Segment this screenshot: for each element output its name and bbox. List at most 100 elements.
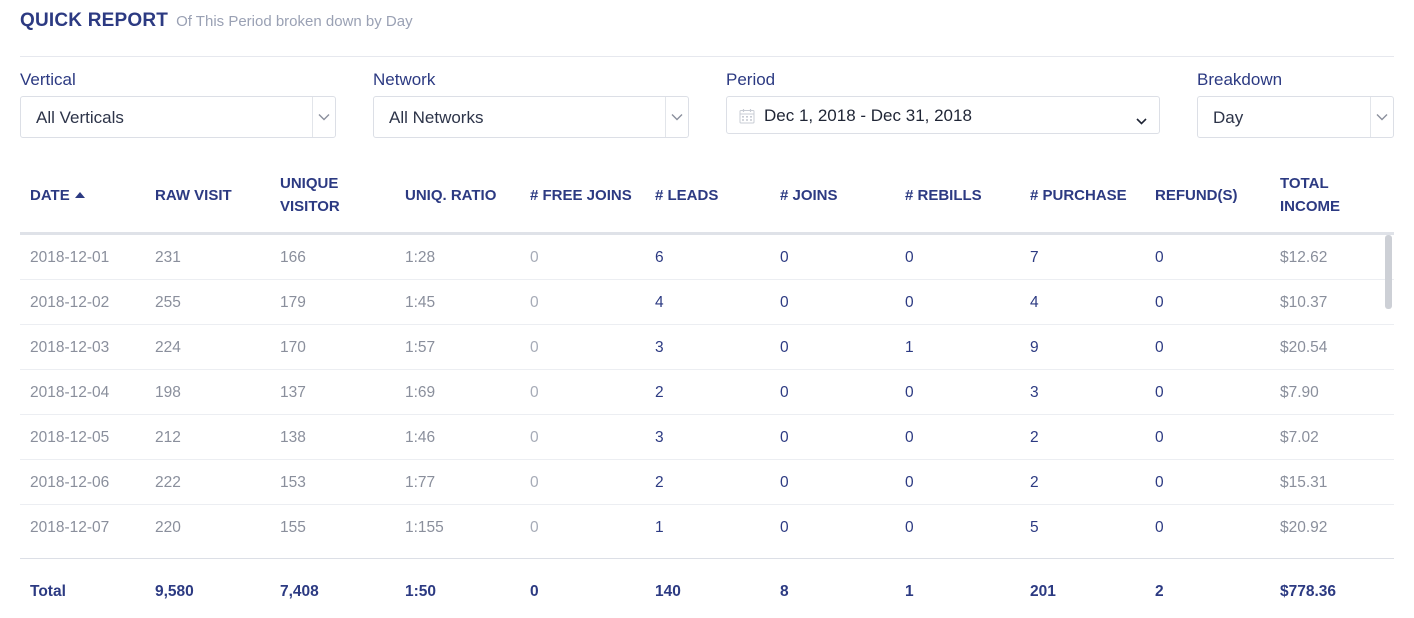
cell-joins: 0	[780, 384, 789, 401]
cell-leads: 1	[655, 519, 664, 536]
calendar-icon	[739, 108, 755, 129]
column-header-unique-visitor[interactable]: UNIQUE VISITOR	[280, 175, 340, 215]
total-unique-visitor: 7,408	[280, 583, 319, 600]
network-select-value: All Networks	[389, 108, 484, 127]
vertical-select[interactable]: All Verticals	[20, 96, 336, 138]
cell-leads: 2	[655, 474, 664, 491]
cell-free-joins: 0	[530, 429, 539, 446]
total-free-joins: 0	[530, 583, 539, 600]
table-header: DATE RAW VISIT UNIQUE VISITOR UNIQ. RATIO…	[20, 166, 1394, 224]
cell-joins: 0	[780, 474, 789, 491]
cell-raw-visit: 220	[155, 519, 181, 536]
header-divider	[20, 232, 1394, 235]
column-header-free-joins[interactable]: # FREE JOINS	[530, 186, 632, 204]
column-header-refunds[interactable]: REFUND(S)	[1155, 186, 1238, 204]
total-purchase: 201	[1030, 583, 1056, 600]
cell-rebills: 0	[905, 519, 914, 536]
chevron-down-icon[interactable]	[312, 97, 335, 137]
column-header-uniq-ratio[interactable]: UNIQ. RATIO	[405, 186, 497, 204]
cell-total-income: $20.54	[1280, 339, 1328, 356]
cell-free-joins: 0	[530, 339, 539, 356]
cell-rebills: 0	[905, 294, 914, 311]
cell-raw-visit: 231	[155, 249, 181, 266]
cell-purchase: 2	[1030, 474, 1039, 491]
period-picker[interactable]: Dec 1, 2018 - Dec 31, 2018	[726, 96, 1160, 134]
column-header-raw-visit[interactable]: RAW VISIT	[155, 186, 232, 204]
cell-uniq-ratio: 1:57	[405, 339, 436, 356]
table-body[interactable]: 2018-12-01 231 166 1:28 0 6 0 0 7 0 $12.…	[20, 235, 1394, 547]
column-header-leads[interactable]: # LEADS	[655, 186, 719, 204]
cell-free-joins: 0	[530, 519, 539, 536]
network-label: Network	[373, 70, 436, 89]
cell-raw-visit: 222	[155, 474, 181, 491]
table-row: 2018-12-05 212 138 1:46 0 3 0 0 2 0 $7.0…	[20, 415, 1394, 460]
cell-joins: 0	[780, 429, 789, 446]
cell-unique-visitor: 166	[280, 249, 306, 266]
cell-uniq-ratio: 1:69	[405, 384, 436, 401]
column-header-date[interactable]: DATE	[30, 166, 85, 224]
report-header: QUICK REPORT Of This Period broken down …	[20, 10, 413, 36]
cell-free-joins: 0	[530, 294, 539, 311]
cell-refunds: 0	[1155, 384, 1164, 401]
network-filter: Network All Networks	[373, 69, 689, 138]
breakdown-filter: Breakdown Day	[1197, 69, 1394, 138]
total-income: $778.36	[1280, 583, 1337, 600]
chevron-down-icon[interactable]	[1136, 112, 1147, 130]
chevron-down-icon[interactable]	[1370, 97, 1393, 137]
cell-purchase: 5	[1030, 519, 1039, 536]
cell-uniq-ratio: 1:155	[405, 519, 444, 536]
cell-purchase: 4	[1030, 294, 1039, 311]
cell-rebills: 0	[905, 474, 914, 491]
cell-date: 2018-12-06	[30, 474, 110, 491]
column-header-rebills[interactable]: # REBILLS	[905, 186, 982, 204]
table-row: 2018-12-04 198 137 1:69 0 2 0 0 3 0 $7.9…	[20, 370, 1394, 415]
cell-raw-visit: 255	[155, 294, 181, 311]
table-row: 2018-12-03 224 170 1:57 0 3 0 1 9 0 $20.…	[20, 325, 1394, 370]
period-value: Dec 1, 2018 - Dec 31, 2018	[764, 106, 972, 125]
cell-unique-visitor: 155	[280, 519, 306, 536]
table-row: 2018-12-07 220 155 1:155 0 1 0 0 5 0 $20…	[20, 505, 1394, 547]
cell-leads: 6	[655, 249, 664, 266]
column-header-purchase[interactable]: # PURCHASE	[1030, 186, 1127, 204]
period-label: Period	[726, 70, 776, 89]
column-header-joins[interactable]: # JOINS	[780, 186, 838, 204]
cell-leads: 3	[655, 339, 664, 356]
period-filter: Period Dec 1, 2018 - Dec 31, 2018	[726, 69, 1160, 134]
cell-total-income: $20.92	[1280, 519, 1328, 536]
chevron-down-icon[interactable]	[665, 97, 688, 137]
cell-purchase: 2	[1030, 429, 1039, 446]
cell-date: 2018-12-02	[30, 294, 110, 311]
vertical-filter: Vertical All Verticals	[20, 69, 336, 138]
cell-free-joins: 0	[530, 249, 539, 266]
cell-uniq-ratio: 1:77	[405, 474, 436, 491]
cell-rebills: 1	[905, 339, 914, 356]
table-row: 2018-12-02 255 179 1:45 0 4 0 0 4 0 $10.…	[20, 280, 1394, 325]
cell-leads: 3	[655, 429, 664, 446]
totals-row: Total 9,580 7,408 1:50 0 140 8 1 201 2 $…	[20, 570, 1394, 614]
cell-joins: 0	[780, 339, 789, 356]
page-title: QUICK REPORT	[20, 10, 169, 31]
totals-divider	[20, 558, 1394, 559]
cell-total-income: $15.31	[1280, 474, 1328, 491]
cell-unique-visitor: 153	[280, 474, 306, 491]
breakdown-select[interactable]: Day	[1197, 96, 1394, 138]
cell-rebills: 0	[905, 429, 914, 446]
cell-purchase: 3	[1030, 384, 1039, 401]
sort-asc-icon	[74, 192, 85, 198]
header-divider	[20, 56, 1394, 57]
cell-free-joins: 0	[530, 384, 539, 401]
breakdown-label: Breakdown	[1197, 70, 1283, 89]
cell-leads: 2	[655, 384, 664, 401]
cell-refunds: 0	[1155, 429, 1164, 446]
column-header-total-income[interactable]: TOTAL INCOME	[1280, 175, 1340, 215]
total-label: Total	[30, 583, 66, 600]
total-raw-visit: 9,580	[155, 583, 194, 600]
cell-date: 2018-12-07	[30, 519, 110, 536]
cell-refunds: 0	[1155, 339, 1164, 356]
cell-purchase: 7	[1030, 249, 1039, 266]
cell-unique-visitor: 137	[280, 384, 306, 401]
cell-raw-visit: 198	[155, 384, 181, 401]
network-select[interactable]: All Networks	[373, 96, 689, 138]
cell-uniq-ratio: 1:45	[405, 294, 436, 311]
table-scrollbar[interactable]	[1385, 235, 1392, 309]
